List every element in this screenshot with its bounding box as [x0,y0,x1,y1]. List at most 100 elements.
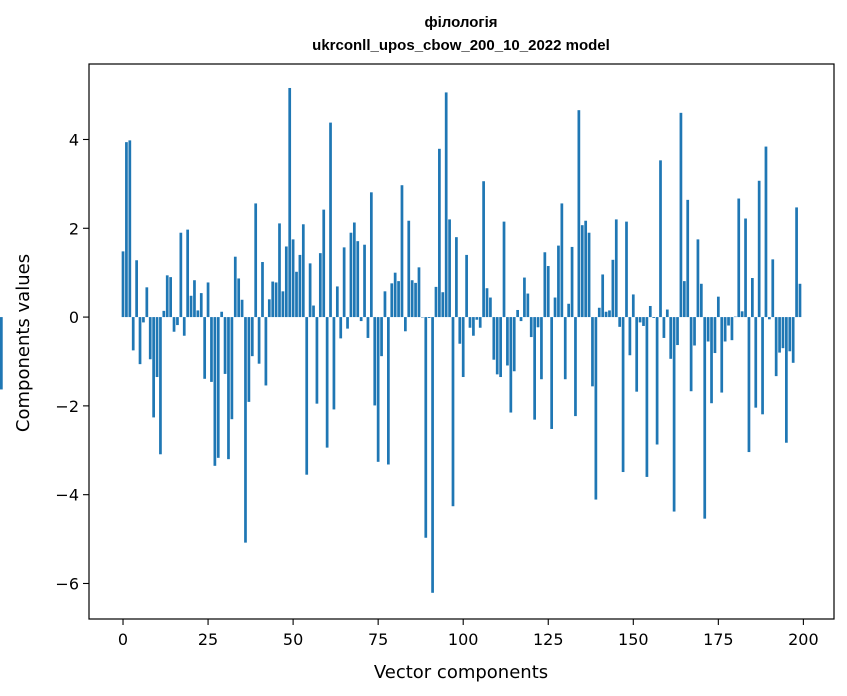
bar [781,317,785,349]
bar [176,317,179,326]
bar [237,278,241,318]
bar [284,246,288,318]
bar [703,317,707,519]
bar [761,317,764,415]
bar [165,275,169,318]
bar [499,317,502,378]
bar [747,317,751,453]
bar [159,317,162,455]
bar [577,110,581,318]
bar [254,203,258,318]
bar [509,317,513,413]
bar [662,317,666,338]
bar [778,317,781,353]
bar [301,224,305,318]
bar [526,293,530,318]
bar [659,160,662,318]
bar [179,232,183,318]
bar [676,317,679,346]
bar [665,309,669,318]
bar [427,317,431,318]
x-tick-label: 175 [703,630,734,649]
bar [699,283,703,318]
bar [206,282,210,318]
bar [305,317,309,475]
y-axis-ticks: −6 −4 −2 0 2 4 [55,130,89,593]
bar [553,297,557,318]
bar [182,317,186,336]
bar [291,239,295,318]
bar [397,281,400,318]
bar [376,317,380,462]
bar [536,317,540,328]
bar [135,260,138,318]
bar [512,317,516,372]
x-axis-ticks: 0 25 50 75 100 125 150 175 200 [118,619,819,649]
bar [795,207,798,318]
bar [414,282,417,318]
bar [339,317,343,339]
x-axis-label: Vector components [374,662,548,683]
bar [672,317,676,512]
bar [574,317,577,417]
x-tick-label: 50 [283,630,303,649]
bar [611,259,615,318]
bar [771,259,775,318]
bar [693,317,696,346]
bar [257,317,261,364]
bar [148,317,152,360]
bar [220,311,224,318]
bar [519,317,523,322]
bar [502,221,506,318]
x-tick-label: 200 [788,630,819,649]
bar [580,225,584,318]
bar [744,218,747,318]
bar [785,317,788,443]
bar [608,310,611,318]
bar [261,262,264,318]
bar [213,317,217,466]
bar [142,317,145,323]
y-tick-label: −2 [55,397,79,416]
bar [730,317,734,341]
bar [417,267,421,318]
bar [543,252,547,318]
bar [791,317,795,363]
bar [346,317,349,329]
bar [587,232,591,318]
bar [788,317,792,352]
chart-title: філологія [424,14,497,31]
bar [516,309,519,318]
bar [455,237,458,318]
bar [383,291,387,318]
bar [274,282,278,318]
bar [689,317,693,392]
bar [155,317,159,378]
bar [308,263,312,318]
bar [740,311,744,318]
bar [567,303,571,318]
bar [390,283,394,318]
bar [737,198,741,318]
bar [138,317,142,365]
bar [404,317,407,332]
bar [648,305,652,318]
bar [540,317,543,380]
bar [230,317,234,420]
plot-frame [88,63,835,620]
bar [461,317,465,378]
bar [128,140,132,318]
bar [472,317,475,336]
y-tick-label: 2 [69,219,79,238]
bar [482,181,485,318]
bar [216,317,220,458]
bar [727,317,730,326]
bar [682,281,686,318]
bar [485,288,489,318]
bar [618,317,622,327]
bar [322,209,326,318]
bar [131,317,135,351]
bar [444,92,448,318]
bar [199,293,203,318]
bar [523,277,526,318]
